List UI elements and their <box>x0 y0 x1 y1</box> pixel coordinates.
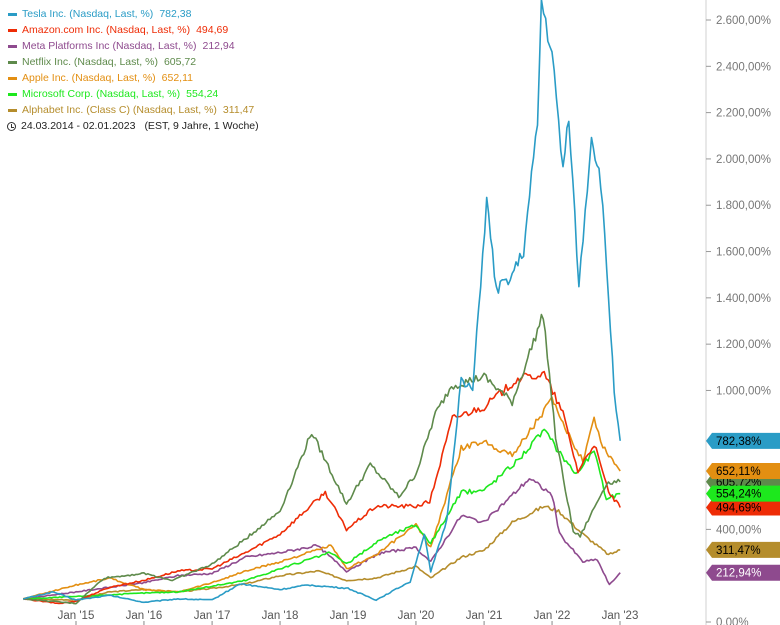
last-value-badge: 554,24% <box>706 485 780 502</box>
series-line <box>23 478 621 600</box>
y-tick-label: 2.200,00% <box>716 108 771 120</box>
y-tick-label: 1.600,00% <box>716 247 771 259</box>
last-value-label: 494,69% <box>716 502 761 514</box>
last-value-label: 652,11% <box>716 466 761 478</box>
legend-label: Netflix Inc. (Nasdaq, Last, %) <box>22 56 158 68</box>
x-tick-label: Jan '18 <box>262 610 299 622</box>
x-tick-label: Jan '16 <box>126 610 163 622</box>
legend-item: Microsoft Corp. (Nasdaq, Last, %) 554,24 <box>6 86 259 102</box>
legend-swatch <box>8 12 17 16</box>
legend-swatch <box>8 92 17 96</box>
range-note: (EST, 9 Jahre, 1 Woche) <box>144 120 259 132</box>
last-value-badge: 494,69% <box>706 499 780 516</box>
last-value-label: 554,24% <box>716 489 761 501</box>
x-axis: Jan '15 Jan '16 Jan '17 Jan '18 Jan '19 Jan '… <box>58 610 639 625</box>
legend-swatch <box>8 44 17 48</box>
series-line <box>22 0 621 604</box>
last-value-label: 782,38% <box>716 436 761 448</box>
plot-area <box>22 0 621 605</box>
last-value-badge: 311,47% <box>706 541 780 558</box>
legend-value: 212,94 <box>202 40 235 52</box>
date-range: 24.03.2014 - 02.01.2023 <box>21 120 136 132</box>
legend-swatch <box>8 60 17 64</box>
legend-label: Apple Inc. (Nasdaq, Last, %) <box>22 72 156 84</box>
legend-label: Alphabet Inc. (Class C) (Nasdaq, Last, %… <box>22 104 217 116</box>
x-tick-label: Jan '20 <box>398 610 435 622</box>
legend-item: Tesla Inc. (Nasdaq, Last, %) 782,38 <box>6 6 259 22</box>
series-line <box>23 505 621 602</box>
x-tick-label: Jan '21 <box>466 610 503 622</box>
date-range-row: 24.03.2014 - 02.01.2023 (EST, 9 Jahre, 1… <box>6 118 259 134</box>
series-line <box>23 428 621 600</box>
legend-value: 494,69 <box>196 24 229 36</box>
legend-swatch <box>8 108 17 112</box>
legend-swatch <box>8 28 17 32</box>
last-value-label: 212,94% <box>716 568 761 580</box>
y-axis: 0,00% 400,00% 1.000,00% 1.200,00% 1.400,00% 1… <box>706 15 771 625</box>
legend-value: 652,11 <box>161 72 193 84</box>
legend-label: Tesla Inc. (Nasdaq, Last, %) <box>22 8 154 20</box>
series-line <box>23 370 621 605</box>
x-tick-label: Jan '17 <box>194 610 231 622</box>
legend-label: Microsoft Corp. (Nasdaq, Last, %) <box>22 88 181 100</box>
y-tick-label: 1.400,00% <box>716 293 771 305</box>
last-value-badge: 782,38% <box>706 432 780 449</box>
clock-icon <box>7 121 16 131</box>
legend-label: Amazon.com Inc. (Nasdaq, Last, %) <box>22 24 191 36</box>
x-tick-label: Jan '19 <box>330 610 367 622</box>
last-value-badge: 212,94% <box>706 564 780 581</box>
series-line <box>23 396 621 600</box>
legend: Tesla Inc. (Nasdaq, Last, %) 782,38 Amazon… <box>6 6 259 134</box>
legend-item: Meta Platforms Inc (Nasdaq, Last, %) 212,… <box>6 38 259 54</box>
legend-value: 311,47 <box>222 104 255 116</box>
x-tick-label: Jan '23 <box>602 610 639 622</box>
y-tick-label: 0,00% <box>716 617 749 625</box>
y-tick-label: 1.000,00% <box>716 385 771 397</box>
y-tick-label: 2.000,00% <box>716 154 771 166</box>
last-value-label: 311,47% <box>716 545 761 557</box>
series-line <box>23 313 621 605</box>
legend-value: 554,24 <box>186 88 219 100</box>
x-tick-label: Jan '15 <box>58 610 95 622</box>
legend-item: Alphabet Inc. (Class C) (Nasdaq, Last, %… <box>6 102 259 118</box>
y-tick-label: 400,00% <box>716 524 761 536</box>
y-tick-label: 1.800,00% <box>716 200 771 212</box>
legend-swatch <box>8 76 17 80</box>
last-value-badge: 652,11% <box>706 463 780 480</box>
legend-item: Apple Inc. (Nasdaq, Last, %) 652,11 <box>6 70 259 86</box>
y-tick-label: 2.400,00% <box>716 61 771 73</box>
last-value-badges: 782,38%494,69%212,94%605,72%652,11%554,2… <box>706 432 780 581</box>
legend-value: 782,38 <box>159 8 192 20</box>
x-tick-label: Jan '22 <box>534 610 571 622</box>
y-tick-label: 1.200,00% <box>716 339 771 351</box>
legend-label: Meta Platforms Inc (Nasdaq, Last, %) <box>22 40 197 52</box>
legend-value: 605,72 <box>163 56 197 68</box>
y-tick-label: 2.600,00% <box>716 15 771 27</box>
legend-item: Amazon.com Inc. (Nasdaq, Last, %) 494,69 <box>6 22 259 38</box>
legend-item: Netflix Inc. (Nasdaq, Last, %) 605,72 <box>6 54 259 70</box>
